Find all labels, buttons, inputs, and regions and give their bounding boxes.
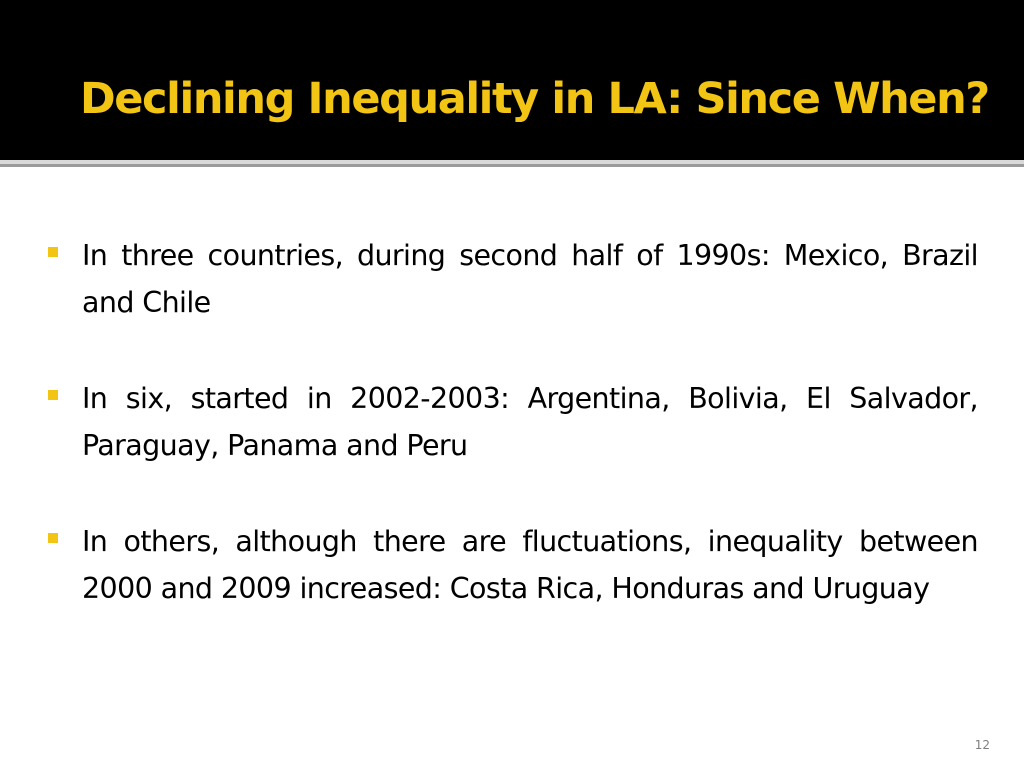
bullet-text: In three countries, during second half o… xyxy=(82,239,979,319)
title-divider-light xyxy=(0,160,1024,164)
slide-title: Declining Inequality in LA: Since When? xyxy=(80,74,990,124)
slide-number: 12 xyxy=(974,738,990,752)
bullet-square-icon xyxy=(48,247,58,257)
bullet-item: In six, started in 2002-2003: Argentina,… xyxy=(48,375,979,469)
bullet-item: In three countries, during second half o… xyxy=(48,232,979,326)
bullet-item: In others, although there are fluctuatio… xyxy=(48,518,979,612)
title-bar: Declining Inequality in LA: Since When? xyxy=(0,0,1024,160)
bullet-square-icon xyxy=(48,390,58,400)
bullet-text: In six, started in 2002-2003: Argentina,… xyxy=(82,382,979,462)
bullet-text: In others, although there are fluctuatio… xyxy=(82,525,979,605)
title-divider xyxy=(0,164,1024,167)
bullet-square-icon xyxy=(48,533,58,543)
